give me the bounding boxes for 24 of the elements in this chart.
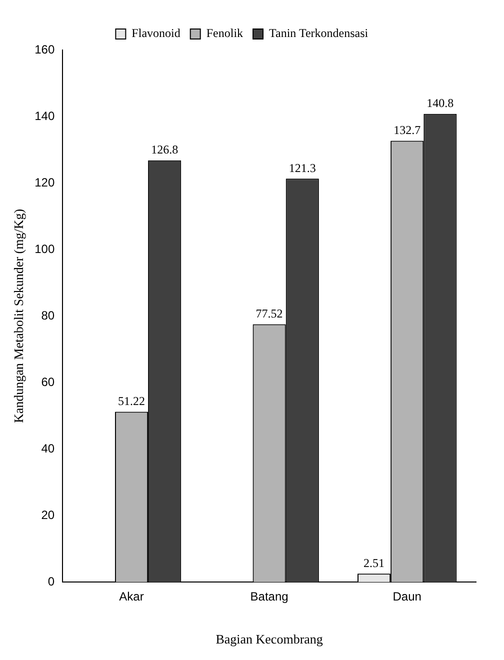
x-tick-label: Daun [392, 590, 422, 604]
y-axis-title: Kandungan Metabolit Sekunder (mg/Kg) [11, 208, 26, 424]
x-tick-label: Akar [119, 590, 144, 604]
legend-label: Fenolik [206, 26, 244, 40]
data-label: 2.51 [364, 556, 385, 570]
y-tick-label: 60 [41, 374, 55, 389]
y-tick-label: 80 [41, 308, 55, 322]
y-tick-label: 0 [48, 574, 55, 588]
data-label: 121.3 [288, 160, 316, 175]
data-label: 140.8 [426, 96, 454, 110]
x-axis-title: Bagian Kecombrang [216, 632, 324, 647]
y-tick-label: 100 [34, 242, 55, 256]
y-tick-label: 160 [34, 42, 55, 56]
data-label: 126.8 [151, 142, 178, 157]
data-label: 51.22 [118, 394, 146, 408]
data-label: 77.52 [256, 306, 283, 320]
y-tick-label: 20 [41, 508, 55, 522]
x-tick-label: Batang [250, 590, 288, 604]
y-tick-label: 120 [34, 175, 55, 190]
data-label: 132.7 [394, 122, 421, 137]
legend-label: Flavonoid [132, 26, 180, 40]
y-tick-label: 140 [34, 108, 55, 123]
y-tick-label: 40 [41, 441, 55, 456]
legend-label: Tanin Terkondensasi [269, 26, 369, 40]
